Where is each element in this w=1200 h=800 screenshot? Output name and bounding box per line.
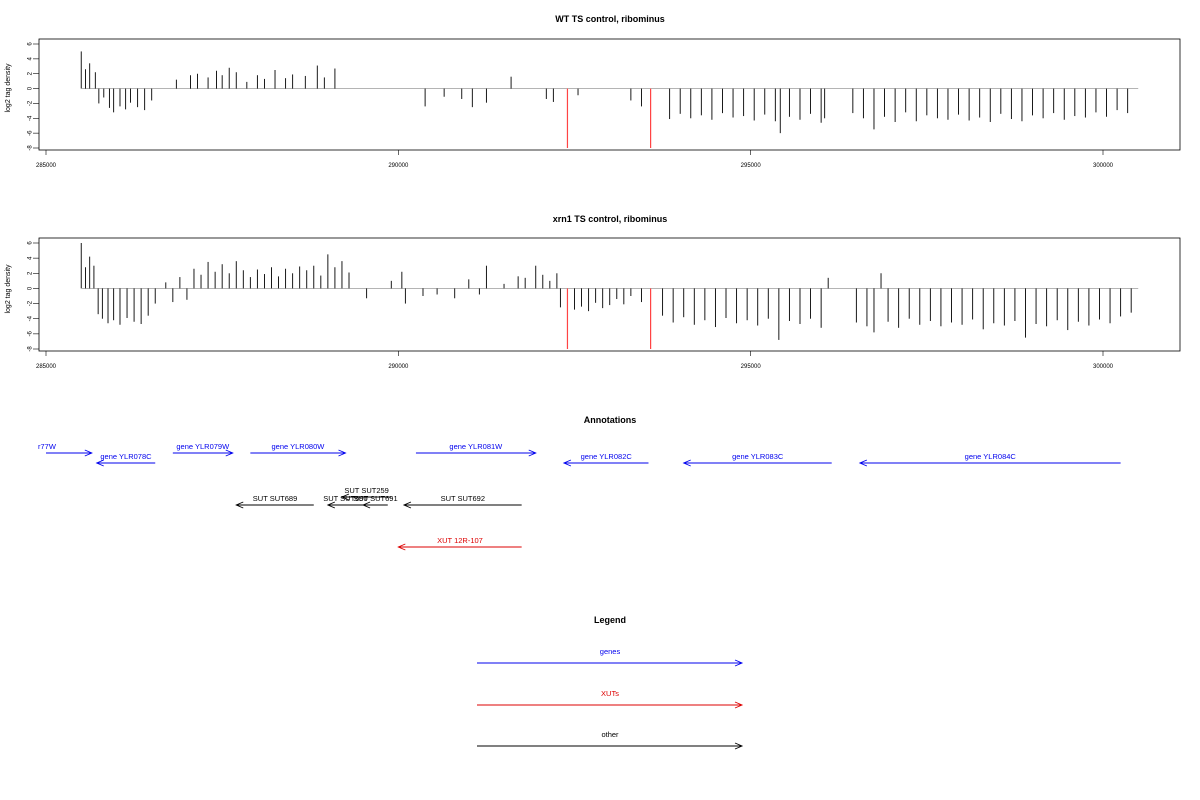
feature-arrowhead [338, 449, 347, 457]
y-ticks-xrn1: 6 4 2 0 -2 -4 -6 -8 [28, 241, 39, 352]
feature-label: XUT 12R-107 [437, 536, 483, 545]
y-tick-label: 2 [28, 71, 34, 75]
y-tick-label: -2 [28, 100, 34, 106]
x-ticks-wt: 285000 290000 295000 300000 [36, 150, 1114, 169]
annotations-track: Annotations r77W gene YLR078C gene YLR079W… [38, 415, 1121, 551]
feature-arrowhead [528, 449, 537, 457]
y-tick-label: -6 [28, 331, 34, 337]
feature-arrowhead [402, 501, 412, 509]
y-tick-label: 0 [28, 286, 34, 290]
feature-arrowhead [340, 493, 350, 501]
x-tick-label: 290000 [388, 364, 409, 370]
y-tick-label: -2 [28, 300, 34, 306]
panel-title-xrn1: xrn1 TS control, ribominus [553, 214, 668, 224]
y-tick-label: 4 [28, 256, 34, 260]
feature-arrowhead [397, 543, 406, 551]
feature-label: gene YLR082C [581, 452, 633, 461]
feature-label: gene YLR078C [100, 452, 152, 461]
legend-label: other [601, 730, 619, 739]
y-axis-label-xrn1: log2 tag density [5, 264, 12, 314]
feature-label: gene YLR081W [449, 442, 503, 451]
feature-label: gene YLR083C [732, 452, 784, 461]
feature-arrowhead [682, 459, 691, 467]
feature-label: r77W [38, 442, 57, 451]
feature-label: gene YLR084C [965, 452, 1017, 461]
y-tick-label: -6 [28, 130, 34, 136]
x-tick-label: 295000 [741, 364, 762, 370]
feature-arrowhead [858, 459, 868, 467]
plot-frame-wt [38, 38, 1181, 151]
feature-arrowhead [361, 501, 371, 509]
legend-label: genes [600, 647, 621, 656]
legend-label: XUTs [601, 689, 619, 698]
panel-title-wt: WT TS control, ribominus [555, 14, 665, 24]
legend-arrowhead [734, 742, 744, 750]
x-tick-label: 300000 [1093, 163, 1114, 169]
y-tick-label: -8 [28, 346, 34, 352]
y-axis-label-wt: log2 tag density [5, 63, 12, 113]
feature-arrowhead [562, 459, 572, 467]
panel-xrn1: xrn1 TS control, ribominus log2 tag dens… [5, 214, 1181, 370]
feature-arrowhead [84, 449, 93, 457]
bars-xrn1 [80, 243, 1139, 349]
y-tick-label: 4 [28, 57, 34, 61]
y-ticks-wt: 6 4 2 0 -2 -4 -6 -8 [28, 42, 39, 151]
y-tick-label: -4 [28, 315, 34, 321]
y-tick-label: -8 [28, 145, 34, 151]
panel-wt: WT TS control, ribominus log2 tag densit… [5, 14, 1181, 169]
feature-label: SUT SUT689 [253, 494, 297, 503]
feature-label: SUT SUT692 [441, 494, 485, 503]
feature-label: gene YLR080W [272, 442, 326, 451]
y-tick-label: 6 [28, 241, 34, 245]
x-tick-label: 285000 [36, 364, 57, 370]
annotations-title: Annotations [584, 415, 637, 425]
x-tick-label: 285000 [36, 163, 57, 169]
legend-title: Legend [594, 615, 626, 625]
legend-items: genes XUTs other [477, 647, 744, 750]
bars-wt [80, 51, 1139, 148]
feature-arrowhead [326, 501, 336, 509]
legend: Legend genes XUTs other [477, 615, 744, 750]
legend-arrowhead [734, 659, 744, 667]
feature-label: SUT SUT259 [344, 486, 388, 495]
y-tick-label: 2 [28, 271, 34, 275]
y-tick-label: 6 [28, 42, 34, 46]
plot-frame-xrn1 [38, 237, 1181, 352]
x-tick-label: 290000 [388, 163, 409, 169]
feature-arrowhead [235, 501, 244, 509]
annotation-features: r77W gene YLR078C gene YLR079W gene YLR080W… [38, 442, 1121, 551]
feature-label: gene YLR079W [176, 442, 230, 451]
y-tick-label: -4 [28, 115, 34, 121]
y-tick-label: 0 [28, 86, 34, 90]
feature-label: SUT SUT691 [353, 494, 397, 503]
x-tick-label: 295000 [741, 163, 762, 169]
x-tick-label: 300000 [1093, 364, 1114, 370]
feature-arrowhead [225, 449, 234, 457]
legend-arrowhead [734, 701, 744, 709]
x-ticks-xrn1: 285000 290000 295000 300000 [36, 351, 1114, 370]
feature-arrowhead [95, 459, 104, 467]
